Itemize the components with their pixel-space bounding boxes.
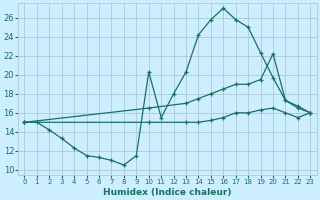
X-axis label: Humidex (Indice chaleur): Humidex (Indice chaleur) [103, 188, 232, 197]
